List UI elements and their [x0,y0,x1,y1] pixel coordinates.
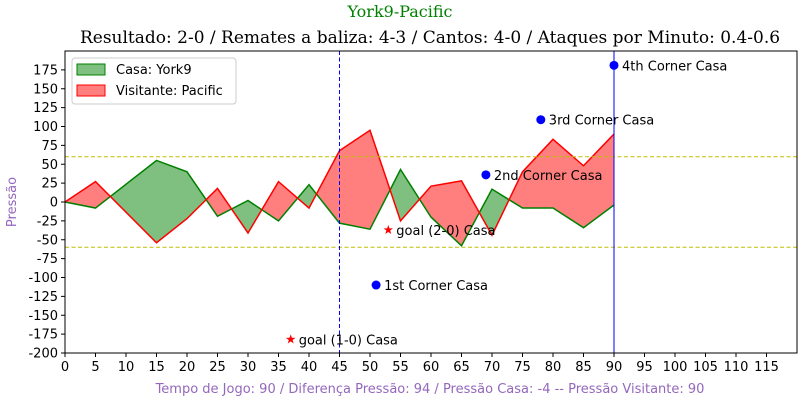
home-pressure-fill [110,160,157,243]
corner-marker [481,170,491,180]
home-pressure-fill [309,184,317,209]
legend-box [71,57,237,105]
x-tick-label: 20 [179,360,196,375]
plot-area: 1st Corner Casa 2nd Corner Casa 3rd Corner… [28,50,798,375]
y-tick-label: 0 [50,196,58,211]
y-tick-label: -25 [37,214,58,229]
home-pressure-fill [479,189,492,236]
y-tick-label: 50 [41,158,58,173]
home-pressure-fill [187,171,207,219]
x-tick-label: 35 [270,360,287,375]
x-tick-label: 40 [301,360,318,375]
legend: Casa: York9 Visitante: Pacific [71,57,237,105]
goal-label: goal (1-0) Casa [299,333,398,348]
home-pressure-fill [390,169,401,221]
x-tick-label: 80 [545,360,562,375]
home-pressure-fill [400,169,420,221]
away-pressure-fill [95,181,111,209]
x-tick-label: 45 [331,360,348,375]
away-pressure-fill [431,180,462,246]
goal-marker [383,224,394,234]
goal-label: goal (2-0) Casa [396,224,495,239]
y-tick-label: 100 [33,120,58,135]
away-pressure-fill [419,186,431,218]
y-tick-label: 125 [33,101,58,116]
x-tick-label: 30 [240,360,257,375]
y-tick-label: 175 [33,63,58,78]
x-tick-label: 50 [362,360,379,375]
away-pressure-fill [370,130,391,230]
away-pressure-fill [583,134,614,228]
corner-label: 4th Corner Casa [622,59,727,74]
home-pressure-fill [248,200,262,233]
y-tick-label: -175 [28,328,58,343]
x-tick-label: 25 [209,360,226,375]
y-tick-label: -75 [37,252,58,267]
legend-label-home: Casa: York9 [116,63,192,78]
y-tick-label: 25 [41,177,58,192]
away-pressure-fill [509,171,523,209]
x-tick-label: 15 [148,360,165,375]
away-pressure-fill [553,139,584,228]
x-tick-label: 110 [724,360,749,375]
legend-swatch-away [76,84,106,97]
y-tick-label: -150 [28,309,58,324]
x-tick-label: 60 [423,360,440,375]
home-pressure-fill [492,189,510,236]
away-pressure-fill [261,181,279,221]
away-pressure-fill [339,130,370,230]
home-pressure-fill [297,184,309,209]
y-tick-label: -200 [28,347,58,362]
y-tick-label: 150 [33,82,58,97]
legend-label-away: Visitante: Pacific [116,84,223,99]
legend-swatch-home [76,63,106,76]
y-tick-label: -100 [28,271,58,286]
away-pressure-fill [461,180,480,246]
x-axis-label: Tempo de Jogo: 90 / Diferença Pressão: 9… [155,382,705,397]
goal-marker [285,334,296,344]
away-pressure-fill [217,188,232,217]
x-tick-label: 115 [754,360,779,375]
corner-label: 2nd Corner Casa [494,169,603,184]
x-tick-label: 55 [392,360,409,375]
away-pressure-fill [522,139,553,209]
corner-marker [609,60,619,70]
away-pressure-fill [206,188,218,217]
corner-marker [536,115,546,125]
chart-title: Resultado: 2-0 / Remates a baliza: 4-3 /… [80,28,780,48]
corner-label: 3rd Corner Casa [549,114,654,129]
corner-marker [371,280,381,290]
y-tick-label: -125 [28,290,58,305]
corner-label: 1st Corner Casa [384,279,488,294]
x-tick-label: 90 [606,360,623,375]
away-pressure-fill [65,181,96,209]
home-pressure-line [64,159,615,248]
away-pressure-line [64,129,615,244]
x-tick-label: 5 [91,360,99,375]
x-tick-label: 75 [514,360,531,375]
away-pressure-fill [278,181,298,221]
x-tick-label: 95 [636,360,653,375]
home-pressure-fill [231,200,248,233]
x-tick-label: 100 [663,360,688,375]
x-tick-label: 85 [575,360,592,375]
x-tick-label: 105 [693,360,718,375]
y-tick-label: -50 [37,233,58,248]
home-pressure-fill [156,160,187,243]
x-tick-label: 10 [118,360,135,375]
x-tick-label: 0 [61,360,69,375]
x-tick-label: 65 [453,360,470,375]
x-tick-label: 70 [484,360,501,375]
y-axis-label: Pressão [5,177,20,227]
y-tick-label: 75 [41,139,58,154]
away-pressure-fill [316,150,340,224]
chart-suptitle: York9-Pacific [346,2,452,21]
